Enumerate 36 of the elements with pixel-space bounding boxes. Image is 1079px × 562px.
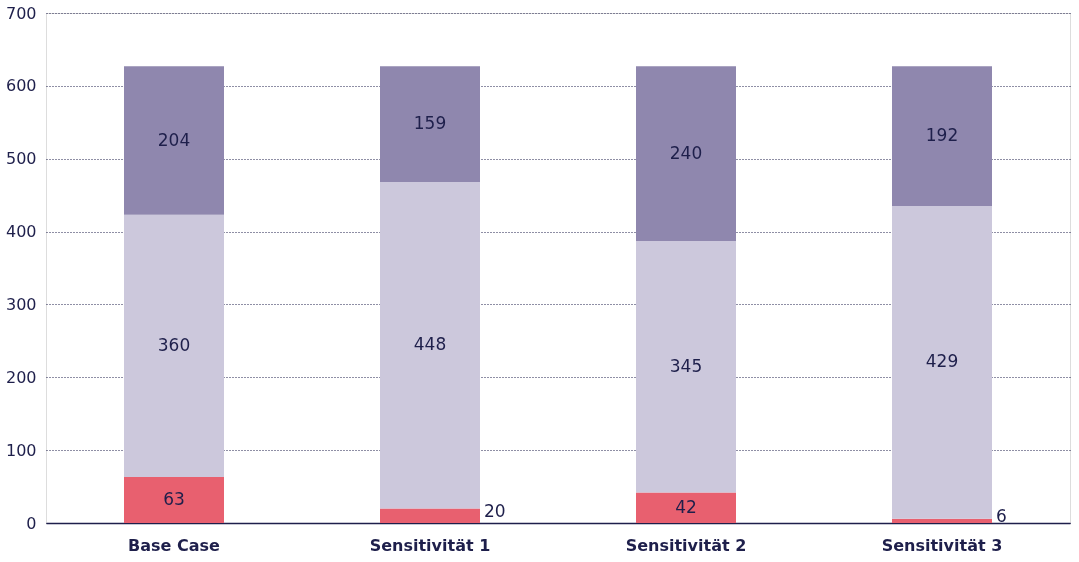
y-tick-label: 0 <box>26 513 37 533</box>
y-tick-label: 400 <box>5 222 37 242</box>
data-label: 204 <box>157 129 191 150</box>
bar <box>380 66 480 183</box>
data-label: 42 <box>675 496 697 517</box>
y-tick-label: 300 <box>5 294 37 314</box>
bar <box>892 206 992 519</box>
bar <box>380 182 480 509</box>
x-tick-label: Sensitivität 3 <box>881 535 1003 555</box>
data-label: 429 <box>925 351 959 372</box>
y-tick-label: 500 <box>5 149 37 169</box>
y-tick-label: 100 <box>5 440 37 460</box>
bar <box>636 241 736 493</box>
bar <box>124 477 224 523</box>
data-label: 6 <box>996 505 1007 526</box>
y-tick-label: 600 <box>5 76 37 96</box>
data-label: 20 <box>484 500 506 521</box>
data-label: 448 <box>413 334 447 355</box>
bar <box>892 518 992 523</box>
data-label: 159 <box>413 113 447 134</box>
bar <box>636 492 736 523</box>
data-label: 360 <box>157 334 191 355</box>
x-tick-label: Base Case <box>128 535 221 555</box>
bar <box>380 508 480 523</box>
data-label: 240 <box>669 142 703 163</box>
x-tick-label: Sensitivität 1 <box>369 535 491 555</box>
bar <box>124 66 224 215</box>
x-tick-label: Sensitivität 2 <box>625 535 747 555</box>
bar <box>636 66 736 242</box>
bar <box>892 66 992 207</box>
y-tick-label: 200 <box>5 367 37 387</box>
y-tick-label: 700 <box>5 3 37 23</box>
data-label: 345 <box>669 355 703 376</box>
bar <box>124 214 224 478</box>
data-label: 192 <box>925 125 959 146</box>
data-label: 63 <box>163 489 185 510</box>
